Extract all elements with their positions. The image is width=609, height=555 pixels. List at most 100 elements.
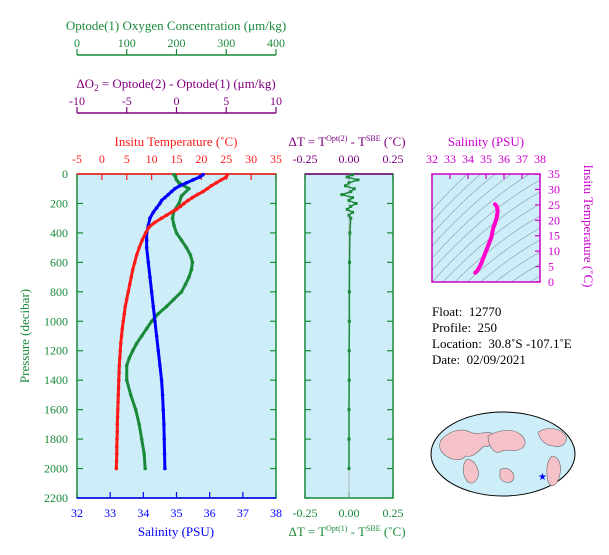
temperature-series-point [115,444,119,449]
delta-t-point [356,178,360,182]
oxygen-series-point [172,297,176,301]
ts-temperature-axis-title: Insitu Temperature (˚C) [581,164,596,287]
salinity-series-point [153,319,157,324]
pressure-axis-tick-label: 200 [50,196,68,210]
salinity-series-point [162,437,167,441]
ts-density-contour [480,239,540,282]
pressure-axis-tick-label: 1600 [44,403,68,417]
delta-t-point [351,196,355,200]
oxygen-series-point [149,319,154,324]
temperature-series-point [114,466,119,471]
delta-o2-axis-tick-label: -10 [69,94,85,108]
delta-t-point [351,173,355,177]
pressure-axis-tick-label: 800 [50,285,68,299]
oxygen-series-point [137,422,141,427]
ts-density-contour [432,174,482,223]
delta-t-point [349,204,353,208]
salinity-series-point [162,422,166,427]
ts-temperature-tick-label: 5 [548,260,554,274]
oxygen-series-point [179,238,184,243]
oxygen-series-point [156,312,160,316]
temperature-series-point [129,275,134,279]
delta-t-point [348,231,352,235]
delta-t-point [348,260,352,264]
oxygen-series-point [184,245,189,250]
salinity-series-point [160,393,165,397]
ts-point [489,235,493,239]
salinity-series-point [159,198,164,203]
temperature-series-point [159,216,164,220]
oxygen-series-point [139,437,144,441]
pressure-axis-tick-label: 600 [50,255,68,269]
temperature-series-point [119,334,124,338]
ts-point [490,231,494,235]
ts-salinity-axis-title: Salinity (PSU) [448,134,524,149]
temperature-series-point [118,348,123,353]
oxygen-series-point [187,275,191,279]
salinity-series-point [191,178,195,182]
ts-panel-bg [432,174,540,282]
temperature-series-point [224,175,229,179]
ts-density-contour [466,227,540,282]
temperature-series-point [116,378,121,382]
ts-density-contour [432,174,468,211]
temperature-series-point [115,429,120,434]
temperature-series-point [147,225,151,229]
ts-salinity-tick-label: 32 [426,152,438,166]
ts-density-contour [432,179,540,271]
oxygen-axis-tick-label: 400 [267,36,285,50]
temperature-series-point [115,437,119,441]
temperature-series-point [121,319,126,324]
temperature-series-point [117,356,122,360]
salinity-axis-tick-label: 38 [270,506,282,520]
salinity-axis-tick-label: 36 [204,506,216,520]
delta-t-bottom-axis-tick-label: 0.25 [383,506,404,520]
pressure-axis-tick-label: 2200 [44,491,68,505]
temperature-series-point [127,282,132,287]
ts-point [495,215,499,219]
temperature-axis-tick-label: 20 [195,152,207,166]
ts-density-contour [432,174,531,259]
delta-t-point [354,201,358,205]
oxygen-series-point [127,356,132,360]
temperature-axis-title: Insitu Temperature (˚C) [114,134,237,149]
ts-density-contour [432,191,540,282]
salinity-axis-tick-label: 33 [104,506,116,520]
ts-point [493,202,497,206]
oxygen-series-point [134,341,139,346]
ts-density-contour [442,203,540,282]
oxygen-series-point [190,260,195,265]
ts-point [493,221,497,225]
oxygen-series-point [174,178,179,182]
delta-t-top-axis-tick-label: 0.00 [339,152,360,166]
temperature-series-point [169,210,174,215]
temperature-axis-tick-label: 25 [220,152,232,166]
delta-t-point [347,319,351,323]
temperature-series-point [164,213,169,218]
temperature-series-point [205,186,210,191]
delta-t-bottom-axis-tick-label: -0.25 [293,506,318,520]
salinity-series-point [144,245,149,250]
oxygen-series-point [130,348,135,353]
salinity-series-point [162,452,167,456]
delta-t-point [340,193,344,197]
temperature-axis-tick-label: -5 [72,152,82,166]
ts-point [477,266,481,270]
location-row: Location: 30.8˚S -107.1˚E [432,336,572,351]
delta-t-top-axis-tick-label: -0.25 [293,152,318,166]
delta-t-point [347,213,351,217]
ts-temperature-tick-label: 30 [548,182,560,196]
ts-point [488,240,492,244]
oxygen-series-point [133,407,138,412]
temperature-series-point [219,178,224,182]
temperature-series-point [190,195,195,200]
temperature-series-point [132,260,137,265]
temperature-series-point [126,290,131,294]
delta-t-point [347,408,351,412]
temperature-series-point [214,181,219,185]
ts-point [491,226,495,230]
oxygen-series-point [187,186,191,191]
salinity-series-point [169,189,174,194]
oxygen-series-point [170,216,175,220]
